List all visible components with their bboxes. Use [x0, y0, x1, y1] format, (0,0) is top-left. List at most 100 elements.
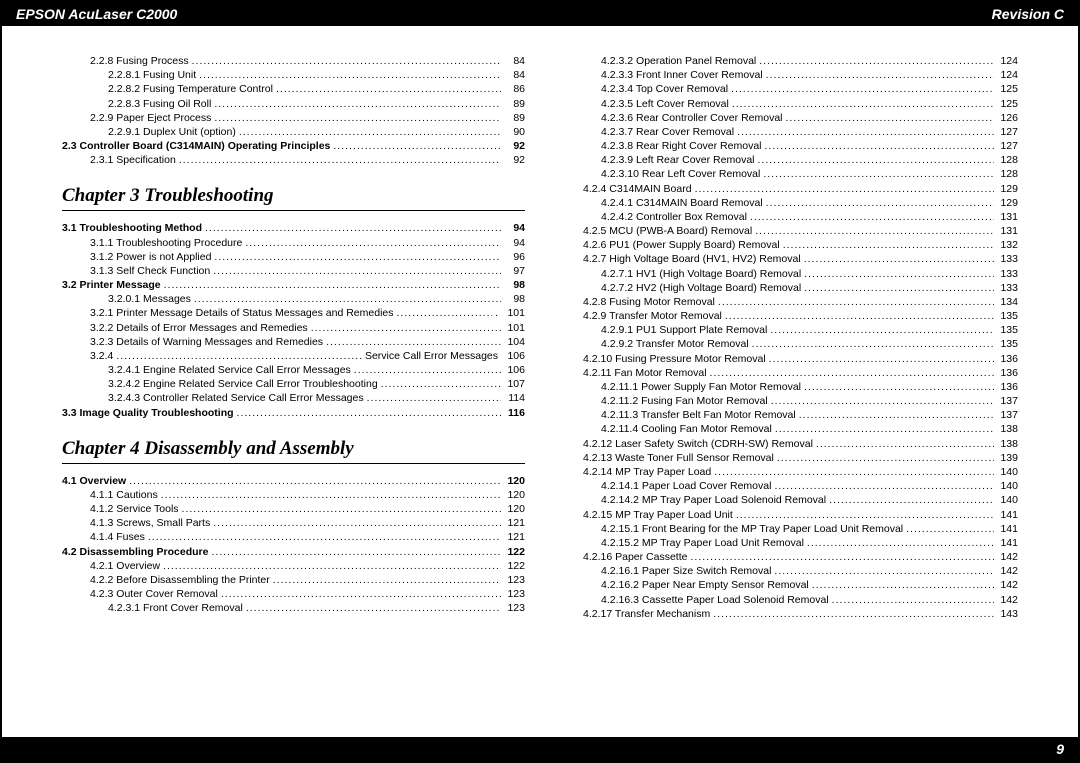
toc-leader-dots	[218, 587, 501, 601]
toc-entry: 4.2.7 High Voltage Board (HV1, HV2) Remo…	[555, 252, 1018, 266]
toc-entry: 4.2.15.1 Front Bearing for the MP Tray P…	[555, 522, 1018, 536]
toc-page: 135	[994, 309, 1018, 323]
toc-label: 4.1 Overview	[62, 474, 126, 488]
toc-leader-dots	[809, 578, 994, 592]
toc-label: 2.2.9 Paper Eject Process	[90, 111, 211, 125]
page-container: EPSON AcuLaser C2000 Revision C 2.2.8 Fu…	[0, 0, 1080, 763]
toc-leader-dots	[364, 391, 501, 405]
toc-page: 97	[501, 264, 525, 278]
toc-page: 129	[994, 196, 1018, 210]
toc-mid-text: .	[492, 306, 501, 320]
toc-page: 106	[501, 363, 525, 377]
toc-leader-dots	[813, 437, 994, 451]
toc-leader-dots	[826, 493, 994, 507]
toc-page: 123	[501, 573, 525, 587]
toc-entry: 3.2 Printer Message 98	[62, 278, 525, 292]
toc-label: 4.2.3.5 Left Cover Removal	[601, 97, 729, 111]
toc-page: 133	[994, 281, 1018, 295]
toc-page: 120	[501, 488, 525, 502]
toc-leader-dots	[760, 167, 994, 181]
toc-label: 3.2.2 Details of Error Messages and Reme…	[90, 321, 308, 335]
toc-leader-dots	[707, 366, 994, 380]
toc-page: 92	[501, 153, 525, 167]
toc-page: 136	[994, 380, 1018, 394]
toc-page: 142	[994, 593, 1018, 607]
toc-entry: 3.2.4.1 Engine Related Service Call Erro…	[62, 363, 525, 377]
toc-page: 139	[994, 451, 1018, 465]
toc-label: 2.2.8.3 Fusing Oil Roll	[108, 97, 211, 111]
header-left: EPSON AcuLaser C2000	[16, 6, 177, 22]
toc-leader-dots	[126, 474, 501, 488]
toc-entry: 4.2.5 MCU (PWB-A Board) Removal 131	[555, 224, 1018, 238]
toc-entry: 4.2.3.5 Left Cover Removal 125	[555, 97, 1018, 111]
toc-label: 2.2.8 Fusing Process	[90, 54, 189, 68]
toc-entry: 4.2.3.7 Rear Cover Removal 127	[555, 125, 1018, 139]
toc-entry: 4.2.8 Fusing Motor Removal 134	[555, 295, 1018, 309]
toc-page: 137	[994, 394, 1018, 408]
toc-leader-dots	[772, 422, 994, 436]
toc-leader-dots	[202, 221, 501, 235]
toc-entry: 4.2.4.1 C314MAIN Board Removal 129	[555, 196, 1018, 210]
toc-label: 4.1.4 Fuses	[90, 530, 145, 544]
toc-leader-dots	[208, 545, 501, 559]
toc-label: 4.2.7.2 HV2 (High Voltage Board) Removal	[601, 281, 801, 295]
toc-leader-dots	[211, 111, 501, 125]
toc-label: 4.2.16.1 Paper Size Switch Removal	[601, 564, 771, 578]
toc-label: 4.2.16.2 Paper Near Empty Sensor Removal	[601, 578, 809, 592]
toc-entry: 4.2.16.1 Paper Size Switch Removal 142	[555, 564, 1018, 578]
toc-label: 4.2.3.1 Front Cover Removal	[108, 601, 243, 615]
toc-page: 140	[994, 465, 1018, 479]
toc-label: 4.2.3 Outer Cover Removal	[90, 587, 218, 601]
toc-label: 4.2.6 PU1 (Power Supply Board) Removal	[583, 238, 780, 252]
toc-label: 3.2.0.1 Messages	[108, 292, 191, 306]
toc-leader-dots	[780, 238, 994, 252]
toc-label: 4.2.15 MP Tray Paper Load Unit	[583, 508, 733, 522]
toc-page: 90	[501, 125, 525, 139]
toc-page: 136	[994, 366, 1018, 380]
toc-page: 138	[994, 437, 1018, 451]
toc-page: 131	[994, 210, 1018, 224]
toc-label: 2.2.8.1 Fusing Unit	[108, 68, 196, 82]
toc-entry: 4.2.15.2 MP Tray Paper Load Unit Removal…	[555, 536, 1018, 550]
toc-leader-dots	[762, 139, 995, 153]
toc-page: 128	[994, 153, 1018, 167]
toc-label: 3.3 Image Quality Troubleshooting	[62, 406, 234, 420]
toc-leader-dots	[767, 323, 994, 337]
toc-page: 107	[501, 377, 525, 391]
toc-page: 84	[501, 54, 525, 68]
toc-leader-dots	[801, 267, 994, 281]
toc-entry: 4.2.9.2 Transfer Motor Removal 135	[555, 337, 1018, 351]
toc-entry: 4.2.16 Paper Cassette 142	[555, 550, 1018, 564]
toc-page: 106	[501, 349, 525, 363]
toc-page: 101	[501, 306, 525, 320]
toc-entry: 4.1.4 Fuses 121	[62, 530, 525, 544]
toc-leader-dots	[774, 451, 994, 465]
toc-leader-dots	[158, 488, 501, 502]
toc-leader-dots	[191, 292, 501, 306]
toc-page: 89	[501, 111, 525, 125]
toc-label: 3.2.4.2 Engine Related Service Call Erro…	[108, 377, 378, 391]
toc-entry: 4.2.7.1 HV1 (High Voltage Board) Removal…	[555, 267, 1018, 281]
toc-page: 125	[994, 97, 1018, 111]
toc-page: 120	[501, 474, 525, 488]
toc-entry: 4.1.1 Cautions 120	[62, 488, 525, 502]
toc-label: 4.2.3.4 Top Cover Removal	[601, 82, 728, 96]
toc-label: 4.2.3.2 Operation Panel Removal	[601, 54, 756, 68]
toc-entry: 3.2.1 Printer Message Details of Status …	[62, 306, 525, 320]
toc-leader-dots	[196, 68, 501, 82]
toc-page: 133	[994, 252, 1018, 266]
toc-label: 4.2.3.7 Rear Cover Removal	[601, 125, 734, 139]
toc-leader-dots	[801, 380, 994, 394]
toc-leader-dots	[394, 306, 493, 320]
toc-page: 124	[994, 68, 1018, 82]
toc-leader-dots	[796, 408, 994, 422]
toc-page: 141	[994, 522, 1018, 536]
footer-bar: 9	[2, 737, 1078, 761]
toc-entry: 4.2.3 Outer Cover Removal 123	[62, 587, 525, 601]
toc-entry: 4.2.4.2 Controller Box Removal 131	[555, 210, 1018, 224]
toc-leader-dots	[210, 516, 501, 530]
toc-entry: 3.1.2 Power is not Applied 96	[62, 250, 525, 264]
toc-page: 122	[501, 545, 525, 559]
toc-entry: 3.2.0.1 Messages 98	[62, 292, 525, 306]
toc-label: 4.2.15.2 MP Tray Paper Load Unit Removal	[601, 536, 804, 550]
